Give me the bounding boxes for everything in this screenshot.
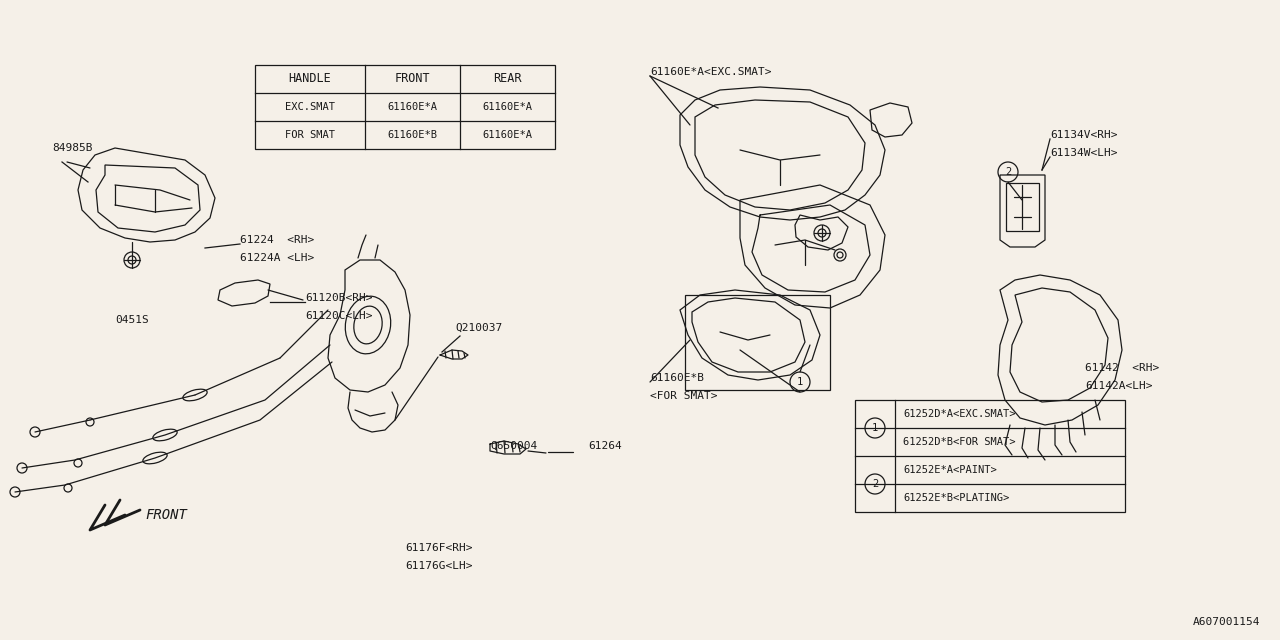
Text: FRONT: FRONT — [145, 508, 187, 522]
Text: 61252D*A<EXC.SMAT>: 61252D*A<EXC.SMAT> — [902, 409, 1015, 419]
Text: 61252E*B<PLATING>: 61252E*B<PLATING> — [902, 493, 1009, 503]
Bar — [255, 65, 556, 149]
Text: 61160E*B: 61160E*B — [650, 373, 704, 383]
Text: 61142A<LH>: 61142A<LH> — [1085, 381, 1152, 391]
Text: 61252E*A<PAINT>: 61252E*A<PAINT> — [902, 465, 997, 475]
Text: 61176G<LH>: 61176G<LH> — [404, 561, 472, 571]
Text: HANDLE: HANDLE — [288, 72, 332, 86]
Text: 61264: 61264 — [588, 441, 622, 451]
Text: EXC.SMAT: EXC.SMAT — [285, 102, 335, 112]
Text: 61252D*B<FOR SMAT>: 61252D*B<FOR SMAT> — [902, 437, 1015, 447]
Text: 2: 2 — [872, 479, 878, 489]
Text: 61160E*A: 61160E*A — [388, 102, 438, 112]
Text: 61160E*A<EXC.SMAT>: 61160E*A<EXC.SMAT> — [650, 67, 772, 77]
Bar — [1006, 183, 1039, 231]
Text: 61120B<RH>: 61120B<RH> — [305, 293, 372, 303]
Text: A607001154: A607001154 — [1193, 617, 1260, 627]
Text: 61176F<RH>: 61176F<RH> — [404, 543, 472, 553]
Text: 61120C<LH>: 61120C<LH> — [305, 311, 372, 321]
Text: REAR: REAR — [493, 72, 522, 86]
Text: 2: 2 — [1005, 167, 1011, 177]
Text: FRONT: FRONT — [394, 72, 430, 86]
Text: 84985B: 84985B — [52, 143, 92, 153]
Text: FOR SMAT: FOR SMAT — [285, 130, 335, 140]
Bar — [685, 295, 829, 390]
Text: 61224A <LH>: 61224A <LH> — [241, 253, 315, 263]
Text: 0451S: 0451S — [115, 315, 148, 325]
Text: 1: 1 — [797, 377, 803, 387]
Text: 61160E*A: 61160E*A — [483, 102, 532, 112]
Text: 61142  <RH>: 61142 <RH> — [1085, 363, 1160, 373]
Text: 61224  <RH>: 61224 <RH> — [241, 235, 315, 245]
Text: 61160E*B: 61160E*B — [388, 130, 438, 140]
Bar — [855, 400, 1125, 512]
Text: 61160E*A: 61160E*A — [483, 130, 532, 140]
Text: 1: 1 — [872, 423, 878, 433]
Text: <FOR SMAT>: <FOR SMAT> — [650, 391, 718, 401]
Text: Q650004: Q650004 — [490, 441, 538, 451]
Text: 61134W<LH>: 61134W<LH> — [1050, 148, 1117, 158]
Text: 61134V<RH>: 61134V<RH> — [1050, 130, 1117, 140]
Text: Q210037: Q210037 — [454, 323, 502, 333]
